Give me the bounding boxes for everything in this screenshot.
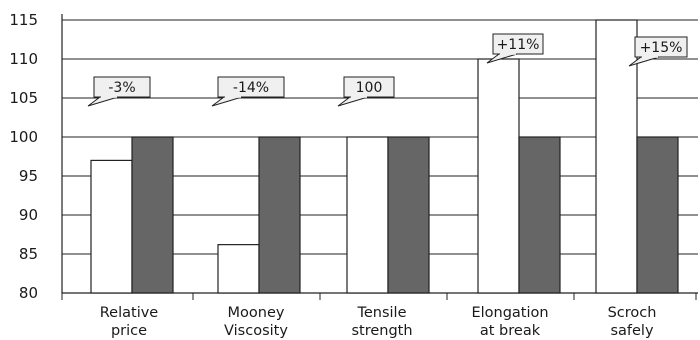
callout-text: -14% <box>233 80 269 96</box>
y-tick-label: 95 <box>19 167 38 185</box>
y-tick-label: 85 <box>19 245 38 263</box>
y-tick-label: 90 <box>19 206 38 224</box>
y-tick-label: 80 <box>19 284 38 302</box>
y-tick-label: 105 <box>9 89 38 107</box>
category-label: Scroch <box>608 305 657 321</box>
category-label: at break <box>480 323 541 339</box>
category-label: Viscosity <box>224 323 288 339</box>
bar-gray <box>636 136 679 294</box>
callout-text: +11% <box>497 37 540 53</box>
bar-white <box>595 19 638 294</box>
category-label: safely <box>610 323 653 339</box>
callout-box <box>93 76 151 98</box>
category-label: Tensile <box>356 305 406 321</box>
bar-white <box>477 58 520 294</box>
callout-box <box>217 76 285 98</box>
bar-white <box>346 136 389 294</box>
callout-box <box>492 33 544 55</box>
y-tick-label: 110 <box>9 50 38 68</box>
bar-white <box>90 159 133 294</box>
bar-gray <box>258 136 301 294</box>
category-label: Mooney <box>228 305 285 321</box>
callout-text: 100 <box>356 80 383 96</box>
category-label: Elongation <box>471 305 548 321</box>
category-label: price <box>111 323 147 339</box>
category-label: strength <box>351 323 412 339</box>
callout-box <box>634 36 688 58</box>
y-tick-label: 115 <box>9 11 38 29</box>
bar-gray <box>387 136 430 294</box>
bar-white <box>217 244 260 294</box>
category-label: Relative <box>100 305 159 321</box>
y-tick-label: 100 <box>9 128 38 146</box>
callout-text: -3% <box>108 80 135 96</box>
callout-text: +15% <box>640 40 683 56</box>
bar-gray <box>131 136 174 294</box>
bar-gray <box>518 136 561 294</box>
callout-box <box>343 76 395 98</box>
